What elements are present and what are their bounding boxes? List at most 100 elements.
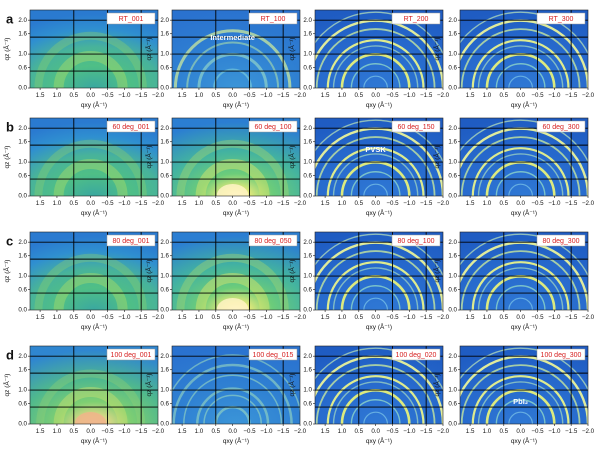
diffraction-ring	[363, 183, 389, 196]
y-tick-label: 0.6	[160, 172, 169, 179]
y-axis-label: qz (Å⁻¹)	[432, 146, 441, 169]
y-tick-label: 1.6	[448, 366, 457, 373]
x-tick-label: −1.0	[260, 92, 273, 99]
diffraction-ring	[195, 159, 270, 196]
y-tick-label: 1.6	[160, 30, 169, 37]
sample-tag-box	[536, 120, 586, 133]
x-axis-label: qxy (Å⁻¹)	[223, 322, 249, 331]
x-tick-label: 0.5	[69, 200, 78, 207]
x-axis-label: qxy (Å⁻¹)	[511, 208, 537, 217]
panel-frame	[314, 345, 444, 425]
x-tick-label: −1.5	[420, 200, 433, 207]
diffraction-ring	[195, 273, 270, 310]
y-axis-label: qz (Å⁻¹)	[144, 146, 153, 169]
y-tick-label: 1.6	[303, 366, 312, 373]
sample-tag: 60 deg_150	[398, 124, 435, 131]
panel-frame	[459, 345, 589, 425]
x-tick-label: −1.5	[420, 92, 433, 99]
y-tick-label: 2.0	[303, 17, 312, 24]
y-tick-label: 0.6	[303, 286, 312, 293]
y-tick-label: 0.0	[448, 85, 457, 92]
panel-frame	[171, 345, 301, 425]
diffraction-ring	[460, 136, 581, 196]
diffraction-ring	[176, 139, 289, 196]
row-label: b	[6, 120, 14, 135]
giwaxs-panel: RT_100 Intermediate qz (Å⁻¹) 0.0 0.6 1.0 1.6 2.…	[144, 9, 307, 109]
x-tick-label: −0.5	[386, 92, 399, 99]
diffraction-ring	[508, 297, 534, 310]
y-tick-label: 0.0	[18, 193, 27, 200]
y-tick-label: 0.0	[18, 307, 27, 314]
sample-tag-box	[536, 348, 586, 361]
diffraction-ring	[495, 171, 546, 196]
y-tick-label: 0.6	[18, 172, 27, 179]
diffraction-ring	[350, 171, 401, 196]
x-tick-label: 1.0	[195, 428, 204, 435]
sample-tag-box	[106, 12, 156, 25]
sample-tag: 100 deg_300	[541, 352, 582, 359]
diffraction-ring	[53, 273, 128, 310]
x-tick-label: 0.0	[371, 200, 380, 207]
panel-frame	[314, 117, 444, 197]
diffraction-ring	[477, 45, 564, 88]
y-tick-label: 0.0	[303, 307, 312, 314]
phase-annotation: PbI₂	[513, 397, 528, 406]
panel-frame	[171, 9, 301, 89]
x-tick-label: −0.5	[386, 428, 399, 435]
y-axis-label: qz (Å⁻¹)	[2, 260, 11, 283]
x-tick-label: 1.5	[321, 200, 330, 207]
sample-tag-box	[391, 12, 441, 25]
diffraction-ring	[495, 399, 546, 424]
sample-tag-box	[536, 234, 586, 247]
y-tick-label: 1.0	[18, 387, 27, 394]
sample-tag-box	[106, 234, 156, 247]
sample-tag: 100 deg_015	[253, 352, 294, 359]
x-tick-label: −0.5	[243, 200, 256, 207]
diffraction-ring	[508, 411, 534, 424]
x-tick-label: 0.5	[354, 314, 363, 321]
x-axis-label: qxy (Å⁻¹)	[223, 436, 249, 445]
x-tick-label: 1.0	[338, 314, 347, 321]
y-tick-label: 2.0	[303, 353, 312, 360]
sample-tag: 60 deg_001	[113, 124, 150, 131]
diffraction-ring	[471, 261, 570, 310]
y-tick-label: 2.0	[448, 17, 457, 24]
sample-tag: 100 deg_001	[111, 352, 152, 359]
diffraction-ring	[508, 75, 534, 88]
y-tick-label: 2.0	[18, 17, 27, 24]
y-tick-label: 2.0	[448, 125, 457, 132]
x-axis-label: qxy (Å⁻¹)	[81, 208, 107, 217]
x-tick-label: −2.0	[294, 200, 307, 207]
x-tick-label: −1.5	[277, 92, 290, 99]
y-tick-label: 0.6	[303, 172, 312, 179]
panel-frame	[459, 231, 589, 311]
diffraction-ring	[53, 51, 128, 88]
x-tick-label: −1.5	[277, 428, 290, 435]
y-tick-label: 1.6	[448, 252, 457, 259]
diffraction-ring	[332, 381, 419, 424]
sample-tag-box	[248, 234, 298, 247]
diffraction-ring	[460, 250, 581, 310]
diffraction-ring	[471, 375, 570, 424]
diffraction-ring	[196, 387, 270, 424]
x-tick-label: −2.0	[152, 314, 165, 321]
y-tick-label: 1.6	[448, 138, 457, 145]
diffraction-ring	[326, 147, 425, 196]
x-tick-label: 1.0	[195, 314, 204, 321]
y-tick-label: 0.0	[160, 193, 169, 200]
x-tick-label: 1.0	[53, 314, 62, 321]
diffraction-ring	[363, 75, 389, 88]
x-tick-label: 1.5	[466, 92, 475, 99]
x-tick-label: −0.5	[531, 200, 544, 207]
x-axis-label: qxy (Å⁻¹)	[81, 322, 107, 331]
x-tick-label: 0.5	[354, 200, 363, 207]
sample-tag: 100 deg_020	[396, 352, 437, 359]
x-axis-label: qxy (Å⁻¹)	[81, 436, 107, 445]
diffraction-ring	[315, 119, 443, 163]
diffraction-ring	[172, 363, 293, 424]
